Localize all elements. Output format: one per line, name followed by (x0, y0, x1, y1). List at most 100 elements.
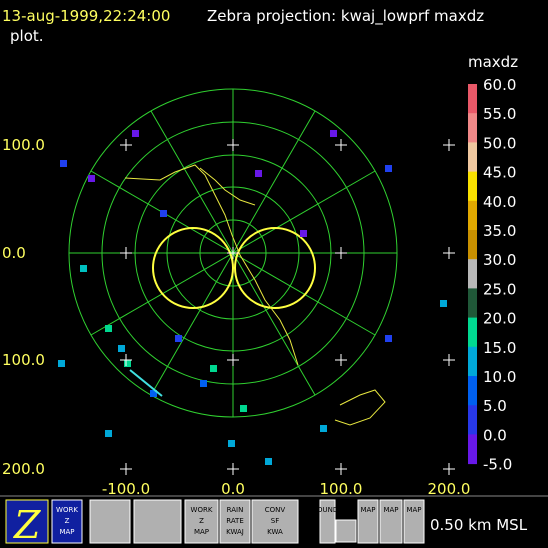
grid-cross (443, 354, 455, 366)
colorbar-label: -5.0 (483, 456, 512, 474)
colorbar-label: 5.0 (483, 397, 507, 415)
y-label: 100.0 (2, 351, 45, 369)
level-label: 0.50 km MSL (430, 516, 528, 534)
grid-cross (227, 247, 239, 259)
button[interactable] (51, 499, 83, 544)
button[interactable] (219, 499, 251, 544)
button[interactable] (403, 499, 425, 544)
colorbar-swatch (468, 113, 477, 143)
colorbar-label: 25.0 (483, 280, 516, 298)
button-label[interactable]: WORK (191, 506, 213, 514)
title: Zebra projection: kwaj_lowprf maxdz (207, 7, 484, 26)
echo (150, 390, 157, 397)
grid-cross (120, 354, 132, 366)
echo (228, 440, 235, 447)
grid-cross (443, 463, 455, 475)
colorbar-label: 10.0 (483, 368, 516, 386)
button-label[interactable]: MAP (194, 528, 209, 536)
colorbar-label: 15.0 (483, 339, 516, 357)
button-label[interactable]: MAP (383, 506, 398, 514)
echo (105, 325, 112, 332)
colorbar-swatch (468, 230, 477, 260)
button-zebra[interactable] (5, 499, 49, 544)
button-label[interactable]: RATE (226, 517, 244, 525)
echo (440, 300, 447, 307)
echo (200, 380, 207, 387)
title-cont: plot. (10, 27, 44, 45)
colorbar-swatch (468, 84, 477, 114)
grid-cross (227, 354, 239, 366)
colorbar: 60.0 55.0 50.0 45.0 40.0 35.0 30.0 25.0 20.0 15.0… (468, 76, 516, 474)
echo (240, 405, 247, 412)
button-label[interactable]: CONV (265, 506, 286, 514)
timestamp: 13-aug-1999,22:24:00 (2, 7, 170, 25)
colorbar-swatch (468, 171, 477, 202)
echo (385, 335, 392, 342)
echo (160, 210, 167, 217)
y-label: 0.0 (2, 244, 26, 262)
colorbar-title: maxdz (468, 53, 518, 71)
button-label[interactable]: KWAJ (226, 528, 244, 536)
echo (88, 175, 95, 182)
button[interactable] (319, 499, 336, 544)
x-label: 100.0 (320, 480, 363, 498)
button-icon[interactable] (133, 499, 182, 544)
button-label[interactable]: Z (65, 517, 70, 525)
grid-cross (443, 247, 455, 259)
button-label[interactable]: WORK (56, 506, 78, 514)
button-zebra-icon[interactable]: Z (13, 503, 41, 547)
button-label[interactable]: MAP (59, 528, 74, 536)
grid-cross (120, 139, 132, 151)
colorbar-label: 40.0 (483, 193, 516, 211)
colorbar-label: 60.0 (483, 76, 516, 94)
echo (60, 160, 67, 167)
button-label[interactable]: BOUNDS (312, 506, 343, 514)
echo (124, 360, 131, 367)
colorbar-swatch (468, 376, 477, 406)
colorbar-swatch (468, 434, 477, 465)
button-label[interactable]: KWA (267, 528, 283, 536)
colorbar-label: 30.0 (483, 251, 516, 269)
button[interactable] (379, 499, 403, 544)
x-label: 0.0 (221, 480, 245, 498)
x-label: 200.0 (428, 480, 471, 498)
radar-plot (58, 88, 447, 465)
button-icon[interactable] (335, 519, 357, 543)
colorbar-label: 20.0 (483, 310, 516, 328)
echo (320, 425, 327, 432)
button[interactable] (357, 499, 379, 544)
button-label[interactable]: SF (271, 517, 279, 525)
button[interactable] (184, 499, 219, 544)
colorbar-swatch (468, 259, 477, 289)
echo (330, 130, 337, 137)
echo (175, 335, 182, 342)
colorbar-swatch (468, 200, 477, 231)
colorbar-swatch (468, 317, 477, 348)
echo (132, 130, 139, 137)
button-label[interactable]: Z (199, 517, 204, 525)
colorbar-swatch (468, 346, 477, 377)
grid-cross (335, 463, 347, 475)
button-label[interactable]: MAP (360, 506, 375, 514)
echo (105, 430, 112, 437)
grid-cross (335, 354, 347, 366)
button-icon[interactable] (89, 499, 131, 544)
colorbar-swatch (468, 288, 477, 319)
echo (265, 458, 272, 465)
colorbar-label: 45.0 (483, 164, 516, 182)
colorbar-swatch (468, 142, 477, 173)
y-label: 100.0 (2, 136, 45, 154)
echo (80, 265, 87, 272)
button[interactable] (251, 499, 299, 544)
button-label[interactable]: MAP (406, 506, 421, 514)
grid-cross (227, 139, 239, 151)
x-label: -100.0 (102, 480, 150, 498)
echo (210, 365, 217, 372)
colorbar-label: 35.0 (483, 222, 516, 240)
button-label[interactable]: RAIN (227, 506, 244, 514)
grid-cross (335, 139, 347, 151)
colorbar-label: 50.0 (483, 134, 516, 152)
echo (300, 230, 307, 237)
echo (118, 345, 125, 352)
